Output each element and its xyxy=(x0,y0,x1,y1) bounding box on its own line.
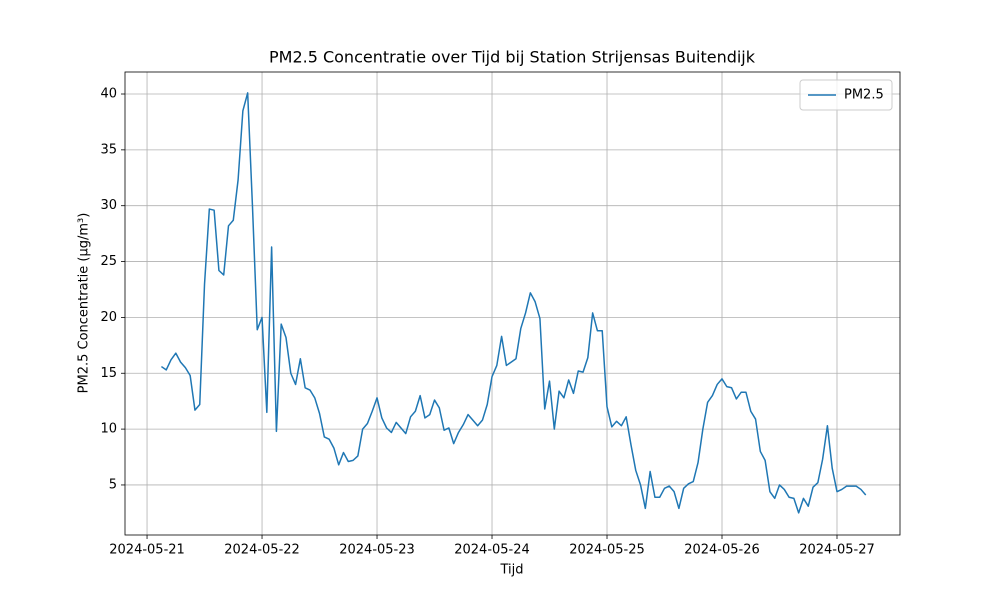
y-tick-label: 30 xyxy=(100,198,117,213)
data-line xyxy=(160,92,867,514)
x-axis-label: Tijd xyxy=(499,563,523,578)
y-tick-label: 10 xyxy=(100,422,117,437)
x-tick-label: 2024-05-27 xyxy=(799,543,875,558)
y-tick-label: 25 xyxy=(100,254,117,269)
plot-frame xyxy=(124,71,901,536)
x-tick-label: 2024-05-21 xyxy=(109,543,185,558)
y-tick-label: 15 xyxy=(100,366,117,381)
chart-title: PM2.5 Concentratie over Tijd bij Station… xyxy=(269,48,756,67)
x-tick-label: 2024-05-22 xyxy=(224,543,300,558)
x-tick-label: 2024-05-26 xyxy=(684,543,760,558)
y-tick-label: 5 xyxy=(109,477,117,492)
x-tick-label: 2024-05-23 xyxy=(339,543,415,558)
y-tick-label: 35 xyxy=(100,142,117,157)
legend-label: PM2.5 xyxy=(844,88,884,103)
x-tick-label: 2024-05-24 xyxy=(454,543,530,558)
y-tick-label: 20 xyxy=(100,310,117,325)
legend-box xyxy=(799,79,893,111)
y-tick-label: 40 xyxy=(100,87,117,102)
y-axis-label: PM2.5 Concentratie (µg/m³) xyxy=(77,213,92,394)
x-tick-label: 2024-05-25 xyxy=(569,543,645,558)
